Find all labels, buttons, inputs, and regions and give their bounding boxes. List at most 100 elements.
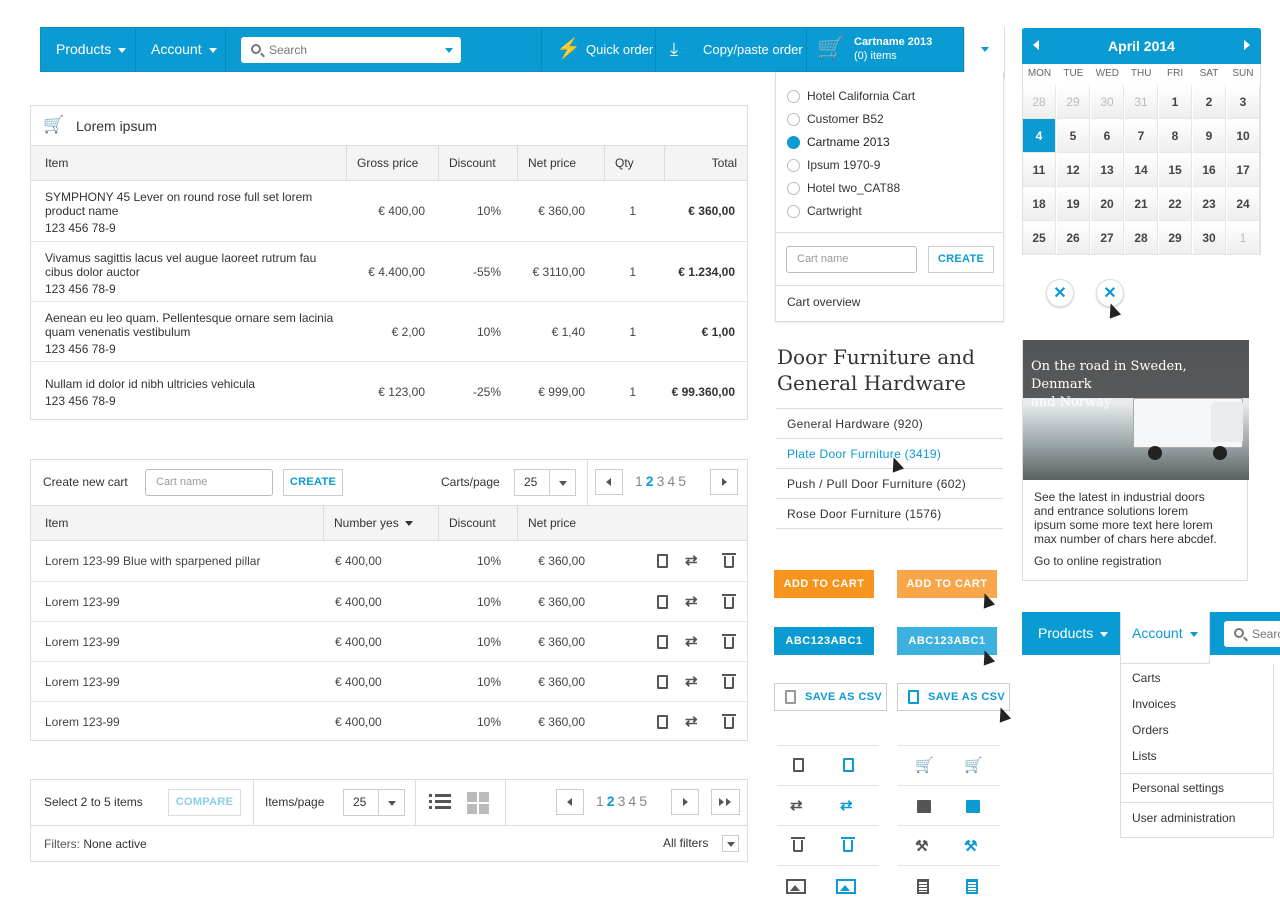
trash-icon[interactable] — [841, 837, 855, 852]
account-menu-item[interactable]: Lists — [1132, 749, 1157, 763]
table-row[interactable]: Lorem 123-99 € 400,00 10% € 360,00 ⇄ — [31, 621, 747, 661]
swap-icon[interactable]: ⇄ — [685, 552, 698, 569]
calendar-day[interactable]: 15 — [1159, 153, 1192, 187]
calendar-day[interactable]: 30 — [1193, 221, 1226, 255]
table-row[interactable]: Lorem 123-99 Blue with sparpened pillar … — [31, 541, 747, 581]
cart-option[interactable]: Cartname 2013 — [776, 135, 1004, 153]
add-to-cart-button[interactable]: ADD TO CART — [774, 570, 874, 598]
cart-option[interactable]: Hotel California Cart — [776, 89, 1004, 107]
swap-icon[interactable]: ⇄ — [840, 797, 853, 814]
radio-button[interactable] — [787, 90, 800, 103]
products-menu-button[interactable]: Products — [1038, 612, 1109, 655]
account-menu-button[interactable]: Account — [136, 28, 226, 71]
trash-icon[interactable] — [722, 714, 736, 729]
column-header-discount[interactable]: Discount — [439, 146, 518, 181]
calendar-day[interactable]: 21 — [1125, 187, 1158, 221]
close-icon[interactable]: ✕ — [1046, 279, 1074, 307]
column-header-item[interactable]: Item — [35, 506, 324, 541]
next-page-button[interactable] — [671, 789, 699, 815]
all-filters-button[interactable]: All filters — [663, 836, 709, 850]
calendar-day[interactable]: 9 — [1193, 119, 1226, 153]
cart-option[interactable]: Cartwright — [776, 204, 1004, 222]
calendar-day[interactable]: 23 — [1193, 187, 1226, 221]
calendar-day[interactable]: 18 — [1023, 187, 1056, 221]
category-link[interactable]: General Hardware (920) — [776, 408, 1003, 438]
calendar-day[interactable]: 17 — [1227, 153, 1260, 187]
catalog-icon[interactable] — [966, 879, 978, 894]
radio-button[interactable] — [787, 136, 800, 149]
prev-page-button[interactable] — [595, 469, 623, 495]
trash-icon[interactable] — [722, 674, 736, 689]
account-menu-item[interactable]: Invoices — [1132, 697, 1177, 711]
table-row[interactable]: Lorem 123-99 € 400,00 10% € 360,00 ⇄ — [31, 701, 747, 741]
hammer-icon[interactable]: ⚒ — [964, 838, 978, 855]
page-number[interactable]: 4 — [667, 473, 676, 489]
cart-name-input[interactable]: Cart name — [145, 469, 273, 496]
page-number[interactable]: 2 — [645, 473, 654, 489]
column-header-total[interactable]: Total — [711, 156, 737, 170]
table-row[interactable]: SYMPHONY 45 Lever on round rose full set… — [31, 181, 747, 241]
chevron-down-icon[interactable] — [445, 48, 453, 53]
create-cart-button[interactable]: CREATE — [283, 469, 343, 496]
cart-option[interactable]: Ipsum 1970-9 — [776, 158, 1004, 176]
calendar-day[interactable]: 31 — [1125, 85, 1158, 119]
table-row[interactable]: Nullam id dolor id nibh ultricies vehicu… — [31, 361, 747, 421]
calendar-day[interactable]: 2 — [1193, 85, 1226, 119]
calendar-day[interactable]: 26 — [1057, 221, 1090, 255]
page-number[interactable]: 5 — [639, 793, 647, 809]
calendar-day[interactable]: 11 — [1023, 153, 1056, 187]
last-page-button[interactable] — [711, 789, 740, 815]
calendar-day[interactable]: 16 — [1193, 153, 1226, 187]
grid-view-icon[interactable] — [467, 792, 489, 814]
next-page-button[interactable] — [710, 469, 738, 495]
calendar-day[interactable]: 12 — [1057, 153, 1090, 187]
calendar-day[interactable]: 4 — [1023, 119, 1056, 153]
swap-icon[interactable]: ⇄ — [685, 673, 698, 690]
copy-icon[interactable] — [654, 635, 668, 655]
calendar-day[interactable]: 10 — [1227, 119, 1260, 153]
close-icon-hover[interactable]: ✕ — [1096, 279, 1124, 307]
calendar-day[interactable]: 13 — [1091, 153, 1124, 187]
page-number[interactable]: 1 — [635, 473, 643, 489]
column-header-net-price[interactable]: Net price — [528, 516, 577, 530]
code-button-hover[interactable]: ABC123ABC1 — [897, 627, 997, 655]
online-registration-link[interactable]: Go to online registration — [1034, 554, 1162, 568]
catalog-icon[interactable] — [917, 879, 929, 894]
calendar-day[interactable]: 28 — [1125, 221, 1158, 255]
code-button[interactable]: ABC123ABC1 — [774, 627, 874, 655]
add-to-cart-button-hover[interactable]: ADD TO CART — [897, 570, 997, 598]
cart-name-input[interactable]: Cart name — [786, 246, 917, 273]
radio-button[interactable] — [787, 113, 800, 126]
page-number[interactable]: 3 — [656, 473, 665, 489]
cart-option[interactable]: Hotel two_CAT88 — [776, 181, 1004, 199]
calendar-day[interactable]: 8 — [1159, 119, 1192, 153]
image-icon[interactable] — [836, 879, 856, 894]
calendar-day[interactable]: 5 — [1057, 119, 1090, 153]
table-row[interactable]: Lorem 123-99 € 400,00 10% € 360,00 ⇄ — [31, 581, 747, 621]
column-header-discount[interactable]: Discount — [439, 506, 518, 541]
radio-button[interactable] — [787, 205, 800, 218]
swap-icon[interactable]: ⇄ — [685, 713, 698, 730]
table-row[interactable]: Aenean eu leo quam. Pellentesque ornare … — [31, 301, 747, 361]
prev-month-icon[interactable] — [1033, 40, 1039, 50]
account-menu-item[interactable]: Personal settings — [1132, 781, 1225, 795]
category-link[interactable]: Rose Door Furniture (1576) — [776, 498, 1003, 528]
copy-paste-order-button[interactable]: ⤓ Copy/paste order — [656, 28, 807, 71]
account-menu-button[interactable]: Account — [1120, 612, 1210, 664]
products-menu-button[interactable]: Products — [41, 28, 136, 71]
column-header-net-price[interactable]: Net price — [518, 146, 605, 181]
calendar-day[interactable]: 27 — [1091, 221, 1124, 255]
calendar-day[interactable]: 3 — [1227, 85, 1260, 119]
items-per-page-select[interactable]: 25 — [343, 789, 405, 816]
search-input[interactable]: Search — [1224, 621, 1280, 647]
all-filters-dropdown[interactable] — [722, 835, 739, 852]
copy-icon[interactable] — [654, 715, 668, 735]
table-row[interactable]: Vivamus sagittis lacus vel augue laoreet… — [31, 241, 747, 301]
calendar-day[interactable]: 20 — [1091, 187, 1124, 221]
calendar-day[interactable]: 25 — [1023, 221, 1056, 255]
quick-order-button[interactable]: ⚡ Quick order — [541, 28, 656, 71]
save-as-csv-button[interactable]: SAVE AS CSV — [774, 683, 887, 711]
calendar-day[interactable]: 24 — [1227, 187, 1260, 221]
category-link[interactable]: Push / Pull Door Furniture (602) — [776, 468, 1003, 498]
swap-icon[interactable]: ⇄ — [790, 797, 803, 814]
